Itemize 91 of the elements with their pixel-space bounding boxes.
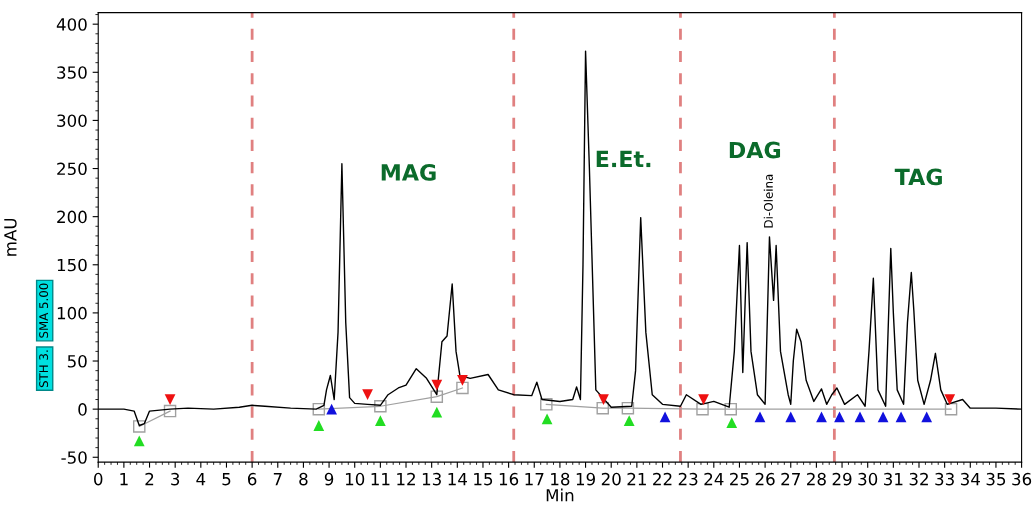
point (623, 415, 635, 427)
y-tick-label: 350 (57, 66, 87, 79)
annotation: E.Et. (596, 150, 651, 168)
point (374, 415, 386, 427)
point (456, 381, 469, 395)
annotation: TAG (894, 168, 942, 186)
x-tick-label: 7 (273, 473, 282, 486)
point (724, 402, 737, 416)
text: STH 3. (39, 350, 49, 388)
x-tick-label: 32 (909, 472, 928, 486)
point (312, 402, 326, 416)
text: SMA 5.00 (39, 283, 49, 338)
point (816, 411, 827, 423)
point (313, 420, 325, 431)
y-axis-title: mAU (4, 218, 17, 256)
x-tick-label: 28 (807, 472, 826, 486)
point (163, 404, 177, 418)
x-tick-label: 35 (986, 472, 1006, 486)
point (854, 411, 866, 423)
x-tick-label: 21 (627, 472, 646, 486)
x-tick-label: 31 (884, 472, 903, 486)
x-tick-label: 18 (551, 472, 570, 486)
point (133, 435, 145, 447)
x-tick-label: 34 (960, 472, 980, 486)
point (164, 394, 176, 405)
point (133, 420, 146, 433)
point (431, 406, 443, 418)
y-tick-label: 400 (56, 18, 87, 31)
point (596, 401, 609, 415)
point (540, 398, 553, 411)
x-tick-label: 2 (145, 472, 154, 486)
x-tick-label: 0 (94, 472, 103, 486)
x-tick-label: 36 (1012, 472, 1032, 486)
point (541, 413, 553, 425)
x-tick-label: 17 (525, 473, 544, 486)
point (754, 411, 766, 423)
annotation: DAG (729, 141, 781, 159)
x-tick-label: 12 (397, 472, 415, 486)
y-tick-label: 250 (57, 162, 87, 176)
annotation: Di-Oleina (763, 174, 773, 228)
point (944, 394, 956, 405)
x-tick-label: 30 (858, 472, 878, 486)
point (659, 411, 671, 423)
point (431, 379, 443, 391)
x-tick-label: 20 (601, 472, 621, 486)
y-tick-label: 150 (57, 258, 87, 272)
point (877, 411, 889, 423)
x-tick-label: 5 (222, 473, 231, 486)
x-tick-label: 4 (196, 473, 206, 486)
x-tick-label: 11 (371, 473, 390, 486)
point (921, 411, 933, 423)
point (944, 402, 958, 416)
x-tick-label: 26 (755, 472, 775, 486)
x-tick-label: 16 (499, 472, 519, 486)
x-axis-title: Min (546, 488, 574, 502)
x-tick-label: 27 (781, 472, 800, 486)
y-tick-label: 0 (78, 403, 87, 416)
y-tick-label: 300 (57, 114, 87, 127)
x-tick-label: 19 (576, 472, 595, 486)
x-tick-label: 13 (422, 472, 441, 486)
x-tick-label: 3 (171, 472, 180, 486)
x-tick-label: 1 (120, 473, 128, 486)
x-tick-label: 10 (345, 472, 365, 486)
x-tick-label: 24 (704, 472, 724, 486)
x-tick-label: 6 (247, 472, 257, 486)
y-tick-label: 100 (57, 306, 87, 320)
point (362, 389, 373, 401)
point (457, 374, 468, 386)
y-tick-label: 200 (57, 210, 87, 224)
point (834, 411, 845, 423)
point (698, 394, 709, 405)
x-tick-label: 15 (474, 473, 493, 486)
x-tick-label: 22 (653, 472, 672, 486)
point (895, 411, 907, 423)
point (430, 390, 444, 403)
x-tick-label: 14 (448, 473, 467, 486)
x-tick-label: 23 (678, 472, 698, 486)
x-tick-label: 9 (324, 472, 334, 486)
point (598, 394, 609, 405)
x-tick-label: 25 (730, 472, 749, 486)
x-tick-label: 33 (935, 472, 954, 486)
x-tick-label: 8 (299, 472, 308, 486)
point (374, 400, 387, 413)
point (726, 417, 738, 428)
y-tick-label: -50 (61, 451, 87, 464)
y-tick-label: 50 (67, 354, 87, 368)
point (326, 403, 338, 415)
point (621, 401, 635, 415)
x-tick-label: 29 (832, 472, 852, 486)
annotation: MAG (381, 164, 436, 181)
point (785, 411, 797, 423)
